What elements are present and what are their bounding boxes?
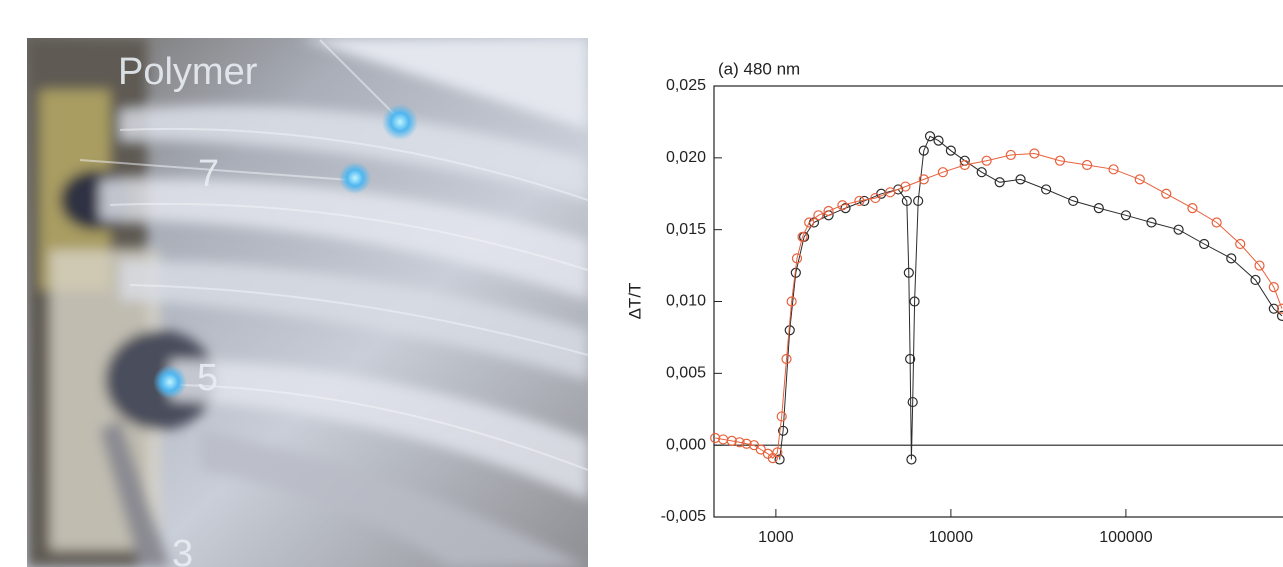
- y-tick-label: 0,015: [666, 221, 706, 238]
- data-point: [854, 195, 865, 207]
- data-point: [1093, 203, 1104, 214]
- data-point: [1211, 217, 1222, 228]
- y-tick-label: -0,005: [661, 508, 706, 525]
- data-point: [1276, 310, 1283, 321]
- data-point: [1173, 224, 1184, 235]
- data-point: [776, 411, 787, 422]
- data-point: [781, 353, 792, 365]
- data-point: [1015, 174, 1026, 185]
- data-point: [823, 205, 834, 217]
- data-point: [774, 454, 785, 465]
- data-point: [924, 131, 936, 142]
- data-point: [1005, 149, 1016, 161]
- data-point: [945, 145, 956, 156]
- data-point: [1161, 188, 1172, 199]
- data-point: [837, 200, 848, 211]
- data-point: [1120, 210, 1132, 221]
- data-point: [901, 195, 912, 207]
- data-point: [804, 217, 815, 228]
- data-point: [1108, 164, 1119, 175]
- data-point: [726, 435, 737, 446]
- data-point: [1268, 282, 1279, 293]
- y-tick-label: 0,010: [666, 293, 706, 310]
- y-tick-label: 0,025: [666, 77, 706, 94]
- photo-label: 3: [172, 533, 193, 567]
- data-point: [772, 447, 783, 458]
- data-point: [976, 167, 987, 178]
- data-point: [1029, 148, 1040, 159]
- y-tick-label: 0,005: [666, 365, 706, 382]
- data-point: [905, 353, 916, 365]
- data-point: [981, 155, 992, 166]
- data-point: [933, 135, 944, 146]
- series-line: [715, 152, 1283, 459]
- x-tick-label: 10000: [929, 529, 974, 546]
- data-point: [1254, 260, 1265, 271]
- series-line: [779, 135, 1283, 460]
- photo-label: 7: [198, 153, 219, 195]
- data-point: [1054, 155, 1066, 166]
- data-point: [913, 195, 924, 207]
- data-point: [1226, 253, 1237, 264]
- data-point: [840, 203, 851, 214]
- data-point: [786, 296, 797, 307]
- y-tick-label: 0,000: [666, 436, 706, 453]
- data-point: [918, 145, 929, 156]
- data-point: [1146, 217, 1157, 228]
- photo: Polymer 7 5 3: [27, 38, 588, 567]
- data-point: [1250, 274, 1261, 286]
- y-tick-label: 0,020: [666, 149, 706, 166]
- data-point: [1068, 195, 1079, 207]
- data-point: [909, 296, 920, 307]
- plot-frame: [713, 85, 1283, 518]
- data-point: [1081, 159, 1093, 171]
- data-point: [710, 432, 721, 444]
- data-point: [907, 396, 918, 408]
- data-point: [1187, 203, 1198, 214]
- data-point: [870, 192, 881, 204]
- data-point: [906, 454, 917, 465]
- data-point: [994, 177, 1005, 188]
- data-point: [1199, 238, 1210, 250]
- data-point: [791, 253, 803, 264]
- photo-label: Polymer: [118, 51, 258, 93]
- data-point: [734, 437, 745, 448]
- data-point: [903, 267, 914, 278]
- data-point: [937, 167, 948, 178]
- data-point: [959, 159, 970, 171]
- data-point: [813, 210, 824, 221]
- data-point: [1041, 184, 1052, 195]
- chart-title: (a) 480 nm: [718, 59, 800, 78]
- x-tick-label: 100000: [1099, 529, 1152, 546]
- data-point: [1268, 303, 1279, 314]
- data-point: [797, 231, 808, 242]
- data-point: [778, 425, 789, 436]
- photo-label: 5: [197, 357, 218, 399]
- data-point: [900, 181, 911, 192]
- x-tick-label: 1000: [758, 529, 794, 546]
- data-point: [741, 438, 752, 449]
- data-point: [1134, 174, 1145, 185]
- data-point: [1235, 238, 1246, 250]
- data-point: [1276, 303, 1283, 314]
- data-point: [918, 174, 929, 185]
- data-point: [885, 187, 896, 198]
- y-axis-label: ΔT/T: [625, 283, 644, 320]
